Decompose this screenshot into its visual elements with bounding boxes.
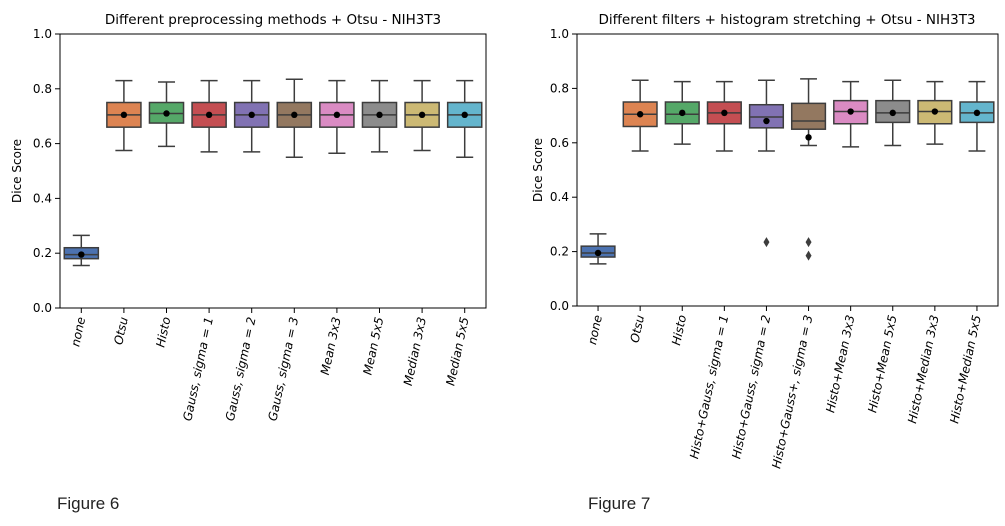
y-tick-label: 0.8 — [550, 81, 569, 95]
x-tick-label: Histo+Median 5x5 — [947, 314, 984, 425]
iqr-box — [790, 102, 827, 130]
y-tick-label: 0.4 — [33, 191, 52, 205]
y-tick-label: 0.6 — [550, 136, 569, 150]
y-tick-label: 0.2 — [550, 245, 569, 259]
mean-marker — [594, 249, 602, 257]
box-3 — [664, 80, 700, 145]
mean-marker — [636, 111, 644, 118]
chart-figure-6: Different preprocessing methods + Otsu -… — [10, 12, 487, 423]
box-10 — [959, 80, 995, 152]
mean-marker — [847, 108, 854, 115]
x-tick-label: Median 5x5 — [443, 316, 471, 387]
y-tick-label: 0.6 — [33, 137, 52, 151]
x-tick-label: Histo+Gauss+, sigma = 3 — [769, 314, 815, 470]
mean-marker — [679, 109, 686, 117]
box-1 — [580, 233, 616, 265]
figure-6-caption: Figure 6 — [57, 494, 120, 513]
mean-marker — [763, 117, 770, 125]
box-6 — [276, 78, 313, 159]
box-9 — [917, 80, 953, 145]
plot-frame — [59, 33, 487, 309]
x-tick-label: Gauss, sigma = 1 — [180, 316, 216, 423]
box-7 — [833, 80, 869, 148]
box-4 — [191, 79, 227, 153]
mean-marker — [889, 109, 896, 117]
x-tick-label: none — [68, 316, 88, 348]
mean-marker — [418, 111, 426, 119]
mean-marker — [291, 111, 298, 119]
x-tick-label: Otsu — [111, 315, 131, 346]
y-axis-label: Dice Score — [531, 138, 545, 202]
y-tick-label: 1.0 — [550, 27, 569, 41]
mean-marker — [248, 111, 255, 119]
mean-marker — [805, 134, 812, 141]
y-tick-label: 0.0 — [33, 301, 52, 315]
x-tick-label: Histo — [669, 314, 689, 347]
box-8 — [875, 79, 911, 147]
mean-marker — [163, 110, 170, 117]
box-7 — [319, 79, 355, 154]
mean-marker — [931, 108, 939, 115]
x-tick-label: Histo+Mean 5x5 — [865, 314, 899, 414]
box-10 — [446, 79, 483, 159]
mean-marker — [205, 111, 213, 119]
y-tick-label: 0.2 — [33, 246, 52, 260]
y-tick-label: 0.0 — [550, 299, 569, 313]
x-tick-label: Histo+Median 3x3 — [905, 314, 942, 425]
x-tick-label: Mean 5x5 — [360, 316, 386, 377]
x-tick-label: Gauss, sigma = 3 — [266, 316, 302, 423]
y-tick-label: 0.8 — [33, 82, 52, 96]
chart-figure-7: Different filters + histogram stretching… — [531, 12, 999, 470]
box-2 — [106, 79, 142, 152]
mean-marker — [973, 109, 981, 117]
x-tick-label: Histo+Gauss, sigma = 2 — [729, 314, 773, 460]
box-8 — [361, 79, 398, 153]
mean-marker — [333, 111, 341, 119]
y-tick-label: 1.0 — [33, 27, 52, 41]
mean-marker — [721, 109, 728, 117]
outlier-marker — [763, 237, 770, 248]
outlier-marker — [805, 250, 812, 261]
box-5 — [233, 79, 270, 153]
mean-marker — [461, 111, 468, 119]
mean-marker — [376, 111, 383, 119]
x-tick-label: Gauss, sigma = 2 — [223, 316, 259, 423]
x-tick-label: Otsu — [628, 313, 648, 344]
plot-frame — [576, 33, 999, 307]
chart-title: Different filters + histogram stretching… — [598, 12, 975, 28]
box-1 — [63, 234, 100, 267]
box-9 — [404, 79, 440, 152]
x-tick-label: Median 3x3 — [401, 316, 429, 387]
figure-7-caption: Figure 7 — [588, 494, 651, 513]
x-tick-label: none — [585, 314, 605, 346]
x-tick-label: Histo — [153, 316, 173, 349]
y-tick-label: 0.4 — [550, 190, 569, 204]
outlier-marker — [805, 237, 812, 248]
y-axis-label: Dice Score — [10, 139, 24, 203]
box-4 — [706, 80, 742, 152]
x-tick-label: Mean 3x3 — [318, 316, 344, 377]
mean-marker — [78, 251, 85, 258]
mean-marker — [120, 111, 128, 119]
chart-title: Different preprocessing methods + Otsu -… — [105, 12, 441, 28]
x-tick-label: Histo+Gauss, sigma = 1 — [687, 314, 731, 460]
box-6 — [790, 78, 827, 261]
box-5 — [748, 79, 785, 248]
box-2 — [622, 79, 658, 152]
box-3 — [148, 81, 185, 148]
x-tick-label: Histo+Mean 3x3 — [823, 314, 857, 414]
